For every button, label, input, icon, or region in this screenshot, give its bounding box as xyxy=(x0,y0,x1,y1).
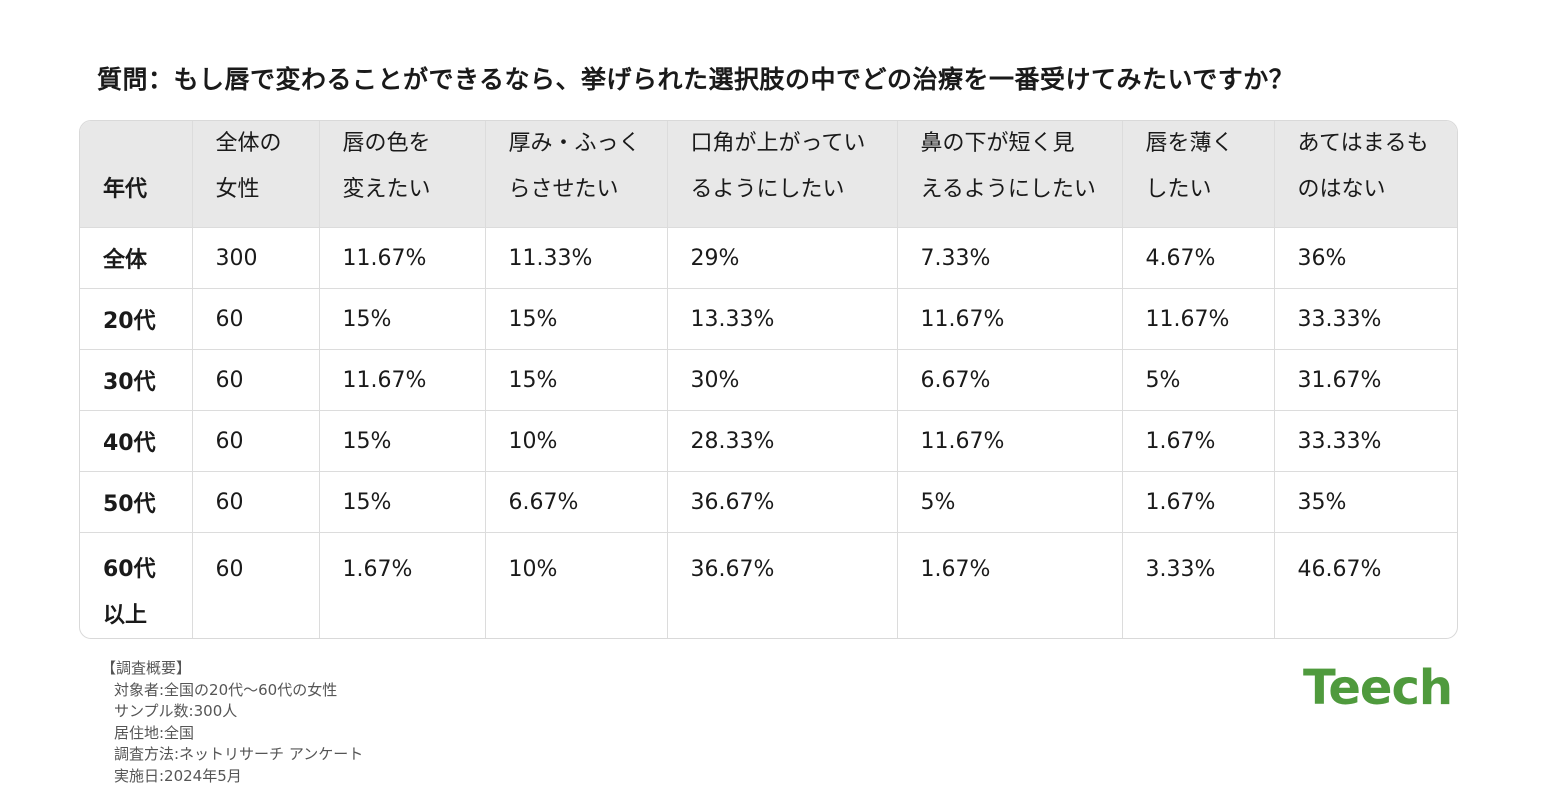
column-header-line: したい xyxy=(1145,177,1212,202)
column-header-line: のはない xyxy=(1297,177,1386,202)
row-header: 50代 xyxy=(80,471,193,533)
survey-notes: 【調査概要】 対象者:全国の20代〜60代の女性 サンプル数:300人 居住地:… xyxy=(101,658,363,787)
row-header: 全体 xyxy=(80,227,193,289)
table-cell: 30% xyxy=(667,349,898,411)
table-row: 60代 以上 60 1.67% 10% 36.67% 1.67% 3.33% 46.67% xyxy=(80,532,1457,638)
table-cell: 11.67% xyxy=(1122,288,1275,350)
table-cell: 1.67% xyxy=(1122,410,1275,472)
column-header-line: 厚み・ふっく xyxy=(508,131,641,156)
column-header-line: 鼻の下が短く見 xyxy=(920,131,1075,156)
table-cell: 15% xyxy=(319,410,486,472)
table-cell: 11.67% xyxy=(897,288,1123,350)
table-row: 20代 60 15% 15% 13.33% 11.67% 11.67% 33.33% xyxy=(80,288,1457,350)
row-header: 30代 xyxy=(80,349,193,411)
row-header-line: 以上 xyxy=(103,603,148,628)
table-cell: 15% xyxy=(319,288,486,350)
column-header-line: えるようにしたい xyxy=(920,177,1096,202)
table-cell: 28.33% xyxy=(667,410,898,472)
column-header-line: 唇を薄く xyxy=(1145,131,1234,156)
column-header: 口角が上がってい るようにしたい xyxy=(667,121,898,228)
table-cell: 300 xyxy=(192,227,320,289)
table-cell: 3.33% xyxy=(1122,532,1275,638)
table-cell: 5% xyxy=(897,471,1123,533)
table-cell: 60 xyxy=(192,410,320,472)
table-cell: 33.33% xyxy=(1274,288,1457,350)
table-cell: 7.33% xyxy=(897,227,1123,289)
table-cell: 13.33% xyxy=(667,288,898,350)
table-cell: 36% xyxy=(1274,227,1457,289)
table-cell: 46.67% xyxy=(1297,557,1382,582)
notes-heading: 【調査概要】 xyxy=(101,659,192,677)
survey-table: 年代 全体の 女性 唇の色を 変えたい 厚み・ふっく らさせたい 口角が上がって… xyxy=(80,121,1457,638)
column-header-line: 唇の色を xyxy=(342,131,431,156)
column-header-line: るようにしたい xyxy=(690,177,845,202)
table-row: 30代 60 11.67% 15% 30% 6.67% 5% 31.67% xyxy=(80,349,1457,411)
chart-title: 質問：もし唇で変わることができるなら、挙げられた選択肢の中でどの治療を一番受けて… xyxy=(97,65,1295,94)
column-header: あてはまるも のはない xyxy=(1274,121,1457,228)
column-header-line: 女性 xyxy=(215,177,260,202)
table-cell: 11.67% xyxy=(319,227,486,289)
table-cell: 36.67% xyxy=(667,532,898,638)
table-cell: 11.67% xyxy=(319,349,486,411)
table-cell: 1.67% xyxy=(1122,471,1275,533)
table-cell: 60 xyxy=(192,532,320,638)
table-cell: 6.67% xyxy=(485,471,668,533)
table-cell: 33.33% xyxy=(1274,410,1457,472)
table-cell: 36.67% xyxy=(667,471,898,533)
table-row: 50代 60 15% 6.67% 36.67% 5% 1.67% 35% xyxy=(80,471,1457,533)
table-cell: 60 xyxy=(192,471,320,533)
row-header-line: 50代 xyxy=(103,492,156,517)
table-cell: 4.67% xyxy=(1122,227,1275,289)
table-cell: 6.67% xyxy=(897,349,1123,411)
row-header-line: 20代 xyxy=(103,309,156,334)
brand-logo: Teech xyxy=(1303,660,1453,716)
column-header-line: 口角が上がってい xyxy=(690,131,866,156)
table-cell: 10% xyxy=(485,532,668,638)
row-header-line: 40代 xyxy=(103,431,156,456)
table-row: 40代 60 15% 10% 28.33% 11.67% 1.67% 33.33% xyxy=(80,410,1457,472)
table-cell: 31.67% xyxy=(1274,349,1457,411)
row-header: 20代 xyxy=(80,288,193,350)
column-header-line: 年代 xyxy=(103,177,148,202)
table-cell: 5% xyxy=(1122,349,1275,411)
table-cell: 35% xyxy=(1274,471,1457,533)
table-cell: 60 xyxy=(192,349,320,411)
table-cell: 1.67% xyxy=(319,532,486,638)
table-cell: 29% xyxy=(667,227,898,289)
notes-line: 対象者:全国の20代〜60代の女性 xyxy=(114,680,338,699)
table-cell: 1.67% xyxy=(897,532,1123,638)
column-header-line: らさせたい xyxy=(508,177,619,202)
notes-line: 調査方法:ネットリサーチ アンケート xyxy=(114,745,364,763)
column-header: 唇の色を 変えたい xyxy=(319,121,486,228)
survey-table-container: 年代 全体の 女性 唇の色を 変えたい 厚み・ふっく らさせたい 口角が上がって… xyxy=(79,120,1458,639)
row-header-line: 全体 xyxy=(103,248,148,273)
column-header-line: 全体の xyxy=(215,131,282,156)
notes-line: 実施日:2024年5月 xyxy=(114,766,242,785)
row-header-line: 60代 xyxy=(103,557,156,582)
column-header: 厚み・ふっく らさせたい xyxy=(485,121,668,228)
table-cell: 15% xyxy=(319,471,486,533)
column-header: 全体の 女性 xyxy=(192,121,320,228)
notes-line: サンプル数:300人 xyxy=(114,702,238,720)
row-header: 60代以上 xyxy=(80,532,193,638)
row-header: 40代 xyxy=(80,410,193,472)
table-cell: 11.33% xyxy=(485,227,668,289)
table-cell: 10% xyxy=(485,410,668,472)
column-header-line: 変えたい xyxy=(342,177,431,202)
table-body: 全体 300 11.67% 11.33% 29% 7.33% 4.67% 36% 20代 60 15… xyxy=(80,227,1457,638)
table-cell: 15% xyxy=(485,349,668,411)
row-header-line: 30代 xyxy=(103,370,156,395)
table-cell: 11.67% xyxy=(897,410,1123,472)
notes-line: 居住地:全国 xyxy=(114,723,195,742)
table-cell: 15% xyxy=(485,288,668,350)
table-row: 全体 300 11.67% 11.33% 29% 7.33% 4.67% 36% xyxy=(80,227,1457,289)
column-header: 唇を薄く したい xyxy=(1122,121,1275,228)
table-cell: 60 xyxy=(192,288,320,350)
table-header-row: 年代 全体の 女性 唇の色を 変えたい 厚み・ふっく らさせたい 口角が上がって… xyxy=(80,121,1457,228)
column-header: 鼻の下が短く見 えるようにしたい xyxy=(897,121,1123,228)
column-header-line: あてはまるも xyxy=(1297,131,1429,156)
column-header: 年代 xyxy=(80,121,193,228)
